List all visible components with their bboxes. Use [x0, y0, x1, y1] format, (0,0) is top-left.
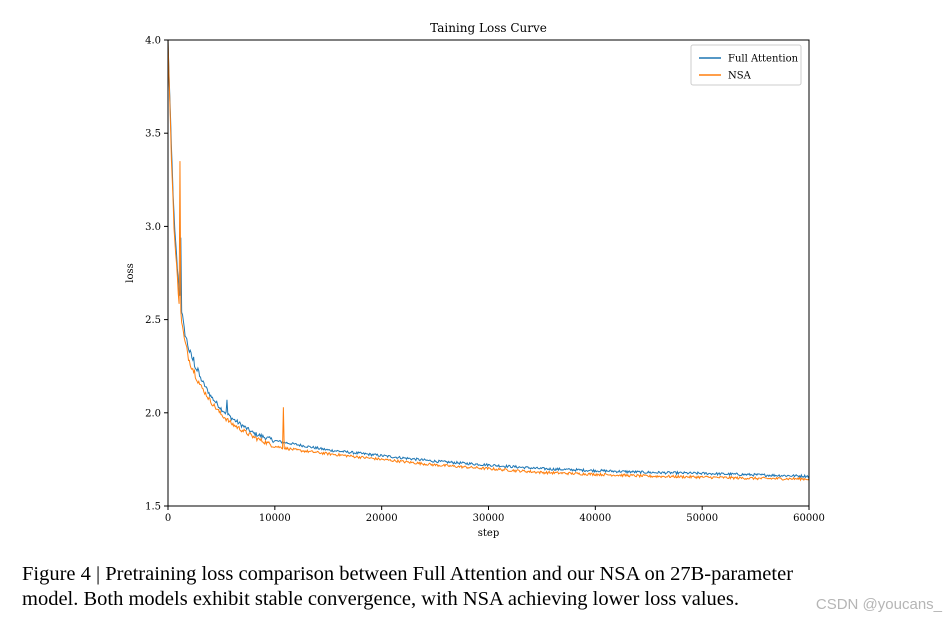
chart-title: Taining Loss Curve: [430, 21, 547, 35]
legend-label-nsa: NSA: [728, 71, 752, 82]
y-tick-label-2: 2.0: [145, 408, 161, 419]
x-tick-label-50000: 50000: [686, 513, 718, 524]
series-line-nsa: [168, 40, 809, 482]
x-tick-label-20000: 20000: [366, 513, 398, 524]
y-axis-label: loss: [125, 263, 136, 282]
loss-chart: 0 10000 20000 30000 40000 50000 60000 1.5 2.0 2.5…: [125, 21, 825, 539]
plot-area: 0 10000 20000 30000 40000 50000 60000 1.5 2.0 2.5…: [125, 21, 825, 539]
y-tick-label-3: 3.0: [145, 222, 161, 233]
x-tick-label-40000: 40000: [579, 513, 611, 524]
y-tick-label-3.5: 3.5: [145, 129, 161, 140]
caption-line-2: model. Both models exhibit stable conver…: [22, 588, 739, 610]
y-tick-label-4: 4.0: [145, 36, 161, 47]
x-tick-label-30000: 30000: [473, 513, 505, 524]
x-tick-label-0: 0: [165, 513, 171, 524]
axes-frame: [167, 39, 810, 507]
y-tick-label-1.5: 1.5: [145, 502, 161, 513]
x-tick-label-60000: 60000: [793, 513, 825, 524]
caption-line-1: Figure 4 | Pretraining loss comparison b…: [22, 563, 794, 585]
watermark-text: CSDN @youcans_: [815, 596, 942, 613]
y-tick-label-2.5: 2.5: [145, 315, 161, 326]
x-axis-label: step: [478, 528, 499, 539]
x-tick-label-10000: 10000: [259, 513, 291, 524]
figure-caption: Figure 4 | Pretraining loss comparison b…: [22, 562, 942, 612]
legend-label-full-attention: Full Attention: [728, 54, 799, 65]
series-line-full-attention: [168, 40, 809, 479]
